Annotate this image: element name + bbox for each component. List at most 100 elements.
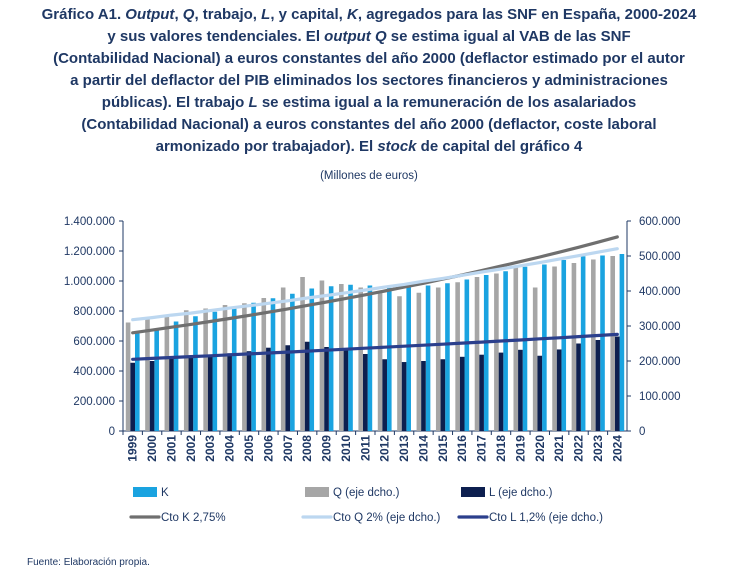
title-segment: se estima igual a la remuneración de los… xyxy=(257,94,637,111)
x-tick-label: 2011 xyxy=(358,435,372,461)
x-tick-label: 2003 xyxy=(203,435,217,462)
legend-label: L (eje dcho.) xyxy=(489,487,553,499)
bar-l-2018 xyxy=(498,352,504,431)
legend-label: Cto L 1,2% (eje dcho.) xyxy=(489,512,603,524)
bar-q-2022 xyxy=(571,263,577,431)
bar-l-2011 xyxy=(363,354,368,431)
bar-l-2016 xyxy=(459,356,465,431)
title-segment: Q xyxy=(182,6,195,23)
x-tick-label: 2002 xyxy=(184,435,198,462)
legend-swatch xyxy=(461,487,485,497)
left-tick-label: 0 xyxy=(109,426,115,438)
x-tick-label: 2007 xyxy=(281,435,295,462)
bar-l-2015 xyxy=(440,359,446,431)
bar-q-2023 xyxy=(591,259,596,431)
bar-q-2004 xyxy=(222,305,228,431)
chart-bars xyxy=(125,254,625,431)
x-tick-label: 2019 xyxy=(513,435,527,462)
x-tick-label: 2006 xyxy=(261,435,275,462)
bar-q-2011 xyxy=(358,287,364,431)
right-tick-label: 300.000 xyxy=(639,321,681,333)
left-tick-label: 600.000 xyxy=(73,336,115,348)
bar-l-2002 xyxy=(188,355,194,431)
bar-q-2006 xyxy=(261,298,267,431)
left-tick-label: 1.400.000 xyxy=(64,216,115,228)
bar-l-2008 xyxy=(304,341,310,431)
x-tick-label: 2015 xyxy=(436,435,450,462)
bar-k-2003 xyxy=(212,311,218,431)
x-tick-label: 2014 xyxy=(416,435,430,462)
bar-k-2016 xyxy=(464,279,470,431)
right-tick-label: 200.000 xyxy=(639,356,681,368)
bar-k-2020 xyxy=(542,264,547,431)
bar-q-2001 xyxy=(164,315,170,431)
left-tick-label: 200.000 xyxy=(73,396,115,408)
x-tick-label: 2024 xyxy=(610,435,624,462)
bar-l-2009 xyxy=(324,347,329,431)
bar-q-2003 xyxy=(203,308,208,431)
title-segment: de capital del gráfico 4 xyxy=(416,138,583,155)
x-tick-label: 2021 xyxy=(552,435,566,462)
x-tick-label: 2017 xyxy=(475,435,489,462)
bar-q-2017 xyxy=(474,277,480,431)
title-line: y sus valores tendenciales. El output Q … xyxy=(10,26,728,48)
bar-l-1999 xyxy=(130,362,135,431)
bar-k-2019 xyxy=(522,266,528,431)
left-tick-label: 400.000 xyxy=(73,366,115,378)
left-tick-label: 1.000.000 xyxy=(64,276,115,288)
title-segment: , trabajo, xyxy=(194,6,262,23)
bar-q-2024 xyxy=(610,256,616,431)
title-segment: y sus valores tendenciales. El xyxy=(107,28,325,45)
title-segment: a partir del deflactor del PIB eliminado… xyxy=(70,72,668,89)
bar-q-2013 xyxy=(397,296,402,431)
bar-k-2004 xyxy=(231,308,237,431)
bar-q-2018 xyxy=(494,273,499,431)
bar-l-2005 xyxy=(246,351,252,431)
legend-swatch xyxy=(133,487,157,497)
bar-l-2024 xyxy=(615,336,620,431)
bar-l-2006 xyxy=(266,347,271,431)
bar-q-2005 xyxy=(242,303,247,431)
bar-k-1999 xyxy=(134,333,140,431)
bar-k-2018 xyxy=(503,271,508,431)
bar-k-2009 xyxy=(328,286,334,431)
title-segment: armonizado por trabajador). El xyxy=(155,138,378,155)
x-tick-label: 2023 xyxy=(591,435,605,462)
title-line: armonizado por trabajador). El stock de … xyxy=(10,136,728,158)
x-tick-label: 2018 xyxy=(494,435,508,462)
chart-legend: K Q (eje dcho.) L (eje dcho.) Cto K 2,75% Ct… xyxy=(129,487,603,524)
source-note: Fuente: Elaboración propia. xyxy=(27,557,150,568)
title-line: Gráfico A1. Output, Q, trabajo, L, y cap… xyxy=(10,4,728,26)
units-label: (Millones de euros) xyxy=(320,170,418,182)
title-line: a partir del deflactor del PIB eliminado… xyxy=(10,70,728,92)
title-segment: (Contabilidad Nacional) a euros constant… xyxy=(53,50,685,67)
x-tick-label: 2000 xyxy=(145,435,159,462)
bar-l-2014 xyxy=(421,361,426,431)
bar-l-2010 xyxy=(343,349,349,431)
bar-k-2006 xyxy=(270,298,276,431)
bar-l-2023 xyxy=(595,340,601,431)
x-tick-labels: 1999 2000 2001 2002 2003 2004 2005 2006 2007 2008… xyxy=(126,435,625,462)
bar-k-2015 xyxy=(445,283,450,431)
bar-k-2000 xyxy=(154,329,159,431)
bar-l-2007 xyxy=(285,345,291,431)
bar-k-2023 xyxy=(600,255,605,431)
title-segment: se estima igual al VAB de las SNF xyxy=(386,28,631,45)
bar-l-2019 xyxy=(518,349,523,431)
bar-k-2024 xyxy=(619,254,625,431)
bar-q-2002 xyxy=(183,310,189,431)
trend-line-0 xyxy=(131,235,619,335)
bar-k-2011 xyxy=(367,285,373,431)
bar-k-2012 xyxy=(386,287,392,431)
legend-label: Q (eje dcho.) xyxy=(333,487,400,499)
title-line: públicas). El trabajo L se estima igual … xyxy=(10,92,728,114)
bar-q-2014 xyxy=(416,292,422,431)
bar-l-2022 xyxy=(576,343,581,431)
bar-q-2016 xyxy=(455,282,460,431)
bar-q-2021 xyxy=(552,266,557,431)
bar-k-2014 xyxy=(425,285,431,431)
x-tick-label: 2001 xyxy=(164,435,178,462)
bar-l-2004 xyxy=(227,353,232,431)
bar-l-2001 xyxy=(169,357,174,431)
right-tick-label: 500.000 xyxy=(639,251,681,263)
